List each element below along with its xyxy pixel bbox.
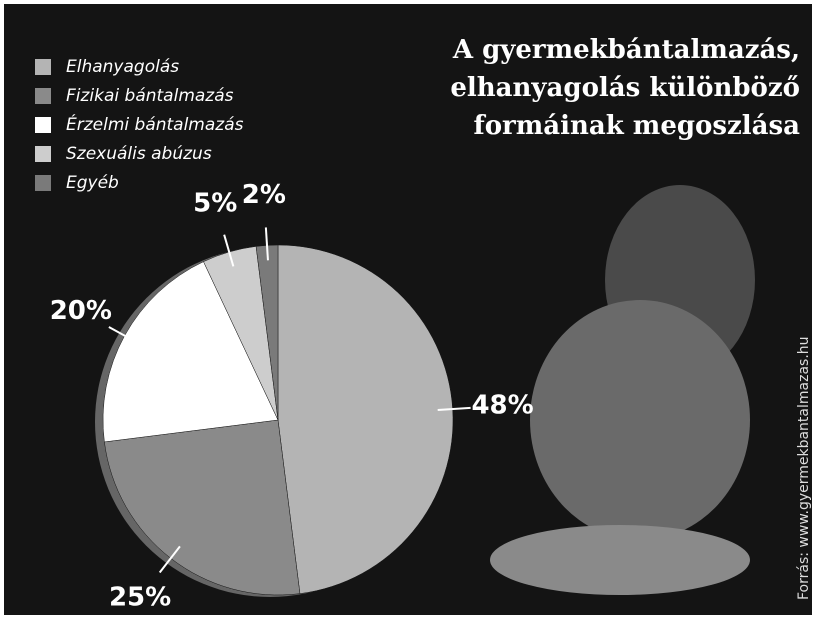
legend-swatch (35, 59, 51, 75)
data-label: 20% (50, 296, 112, 326)
legend-swatch (35, 175, 51, 191)
data-label: 25% (109, 582, 171, 612)
data-label: 48% (471, 390, 533, 420)
label-arrow (158, 545, 181, 574)
label-arrow (264, 227, 269, 261)
legend-label: Érzelmi bántalmazás (66, 113, 244, 135)
legend-label: Elhanyagolás (66, 57, 179, 77)
chart-title: formáinak megoszlása (474, 111, 801, 141)
legend-swatch (35, 117, 51, 133)
label-arrow (437, 406, 471, 411)
legend-label: Szexuális abúzus (66, 144, 212, 164)
chart-title: A gyermekbántalmazás, (452, 35, 800, 65)
legend-swatch (35, 146, 51, 162)
data-label: 2% (242, 180, 286, 210)
legend-label: Fizikai bántalmazás (66, 86, 234, 106)
photo-placeholder (490, 185, 755, 595)
chart-title: elhanyagolás különböző (450, 73, 800, 103)
data-label: 5% (193, 188, 237, 218)
legend-label: Egyéb (66, 173, 119, 193)
label-arrow (223, 234, 235, 267)
source: Forrás: www.gyermekbantalmazas.hu (796, 336, 812, 600)
legend-swatch (35, 88, 51, 104)
label-arrow (108, 326, 139, 344)
